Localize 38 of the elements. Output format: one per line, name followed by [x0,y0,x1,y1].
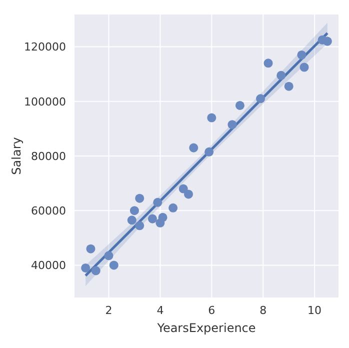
point [204,147,214,156]
point [284,82,294,91]
point [104,251,114,260]
x-axis-title: YearsExperience [156,321,256,335]
y-tick-label: 40000 [31,259,66,272]
point [109,260,118,270]
point [158,212,168,222]
point [184,190,194,199]
x-tick-label: 2 [105,304,112,317]
point [264,58,273,68]
point [178,184,188,194]
point [91,266,100,276]
point [86,244,96,254]
point [189,143,198,152]
point [235,100,244,110]
x-tick-label: 10 [308,304,322,317]
point [300,62,309,72]
point [127,216,136,225]
point [256,94,266,104]
point [135,194,144,203]
point [153,198,162,207]
point [130,206,139,216]
point [276,70,286,80]
x-tick-label: 4 [156,304,164,317]
y-axis-title: Salary [9,137,24,175]
y-tick-label: 100000 [24,95,66,108]
y-tick-label: 60000 [31,204,66,218]
point [297,50,306,60]
point [135,221,144,230]
point [168,203,178,212]
point [228,120,237,130]
point [148,214,157,224]
point [207,113,216,122]
x-tick-label: 8 [260,304,267,317]
y-tick-label: 80000 [31,150,66,163]
y-tick-label: 120000 [24,40,66,54]
x-tick-label: 6 [208,304,216,317]
point [81,263,90,272]
